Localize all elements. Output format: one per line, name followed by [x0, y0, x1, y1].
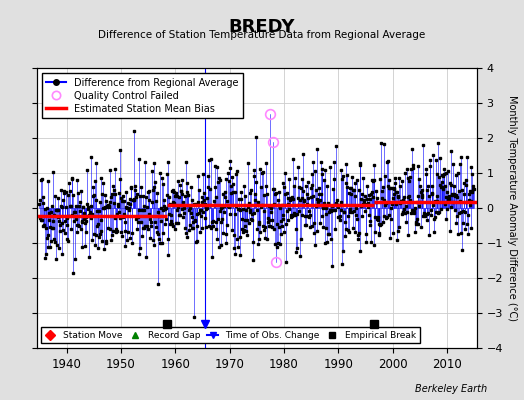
Y-axis label: Monthly Temperature Anomaly Difference (°C): Monthly Temperature Anomaly Difference (…: [507, 95, 517, 321]
Text: Difference of Station Temperature Data from Regional Average: Difference of Station Temperature Data f…: [99, 30, 425, 40]
Legend: Station Move, Record Gap, Time of Obs. Change, Empirical Break: Station Move, Record Gap, Time of Obs. C…: [41, 327, 420, 344]
Text: Berkeley Earth: Berkeley Earth: [415, 384, 487, 394]
Text: BREDY: BREDY: [229, 18, 295, 36]
